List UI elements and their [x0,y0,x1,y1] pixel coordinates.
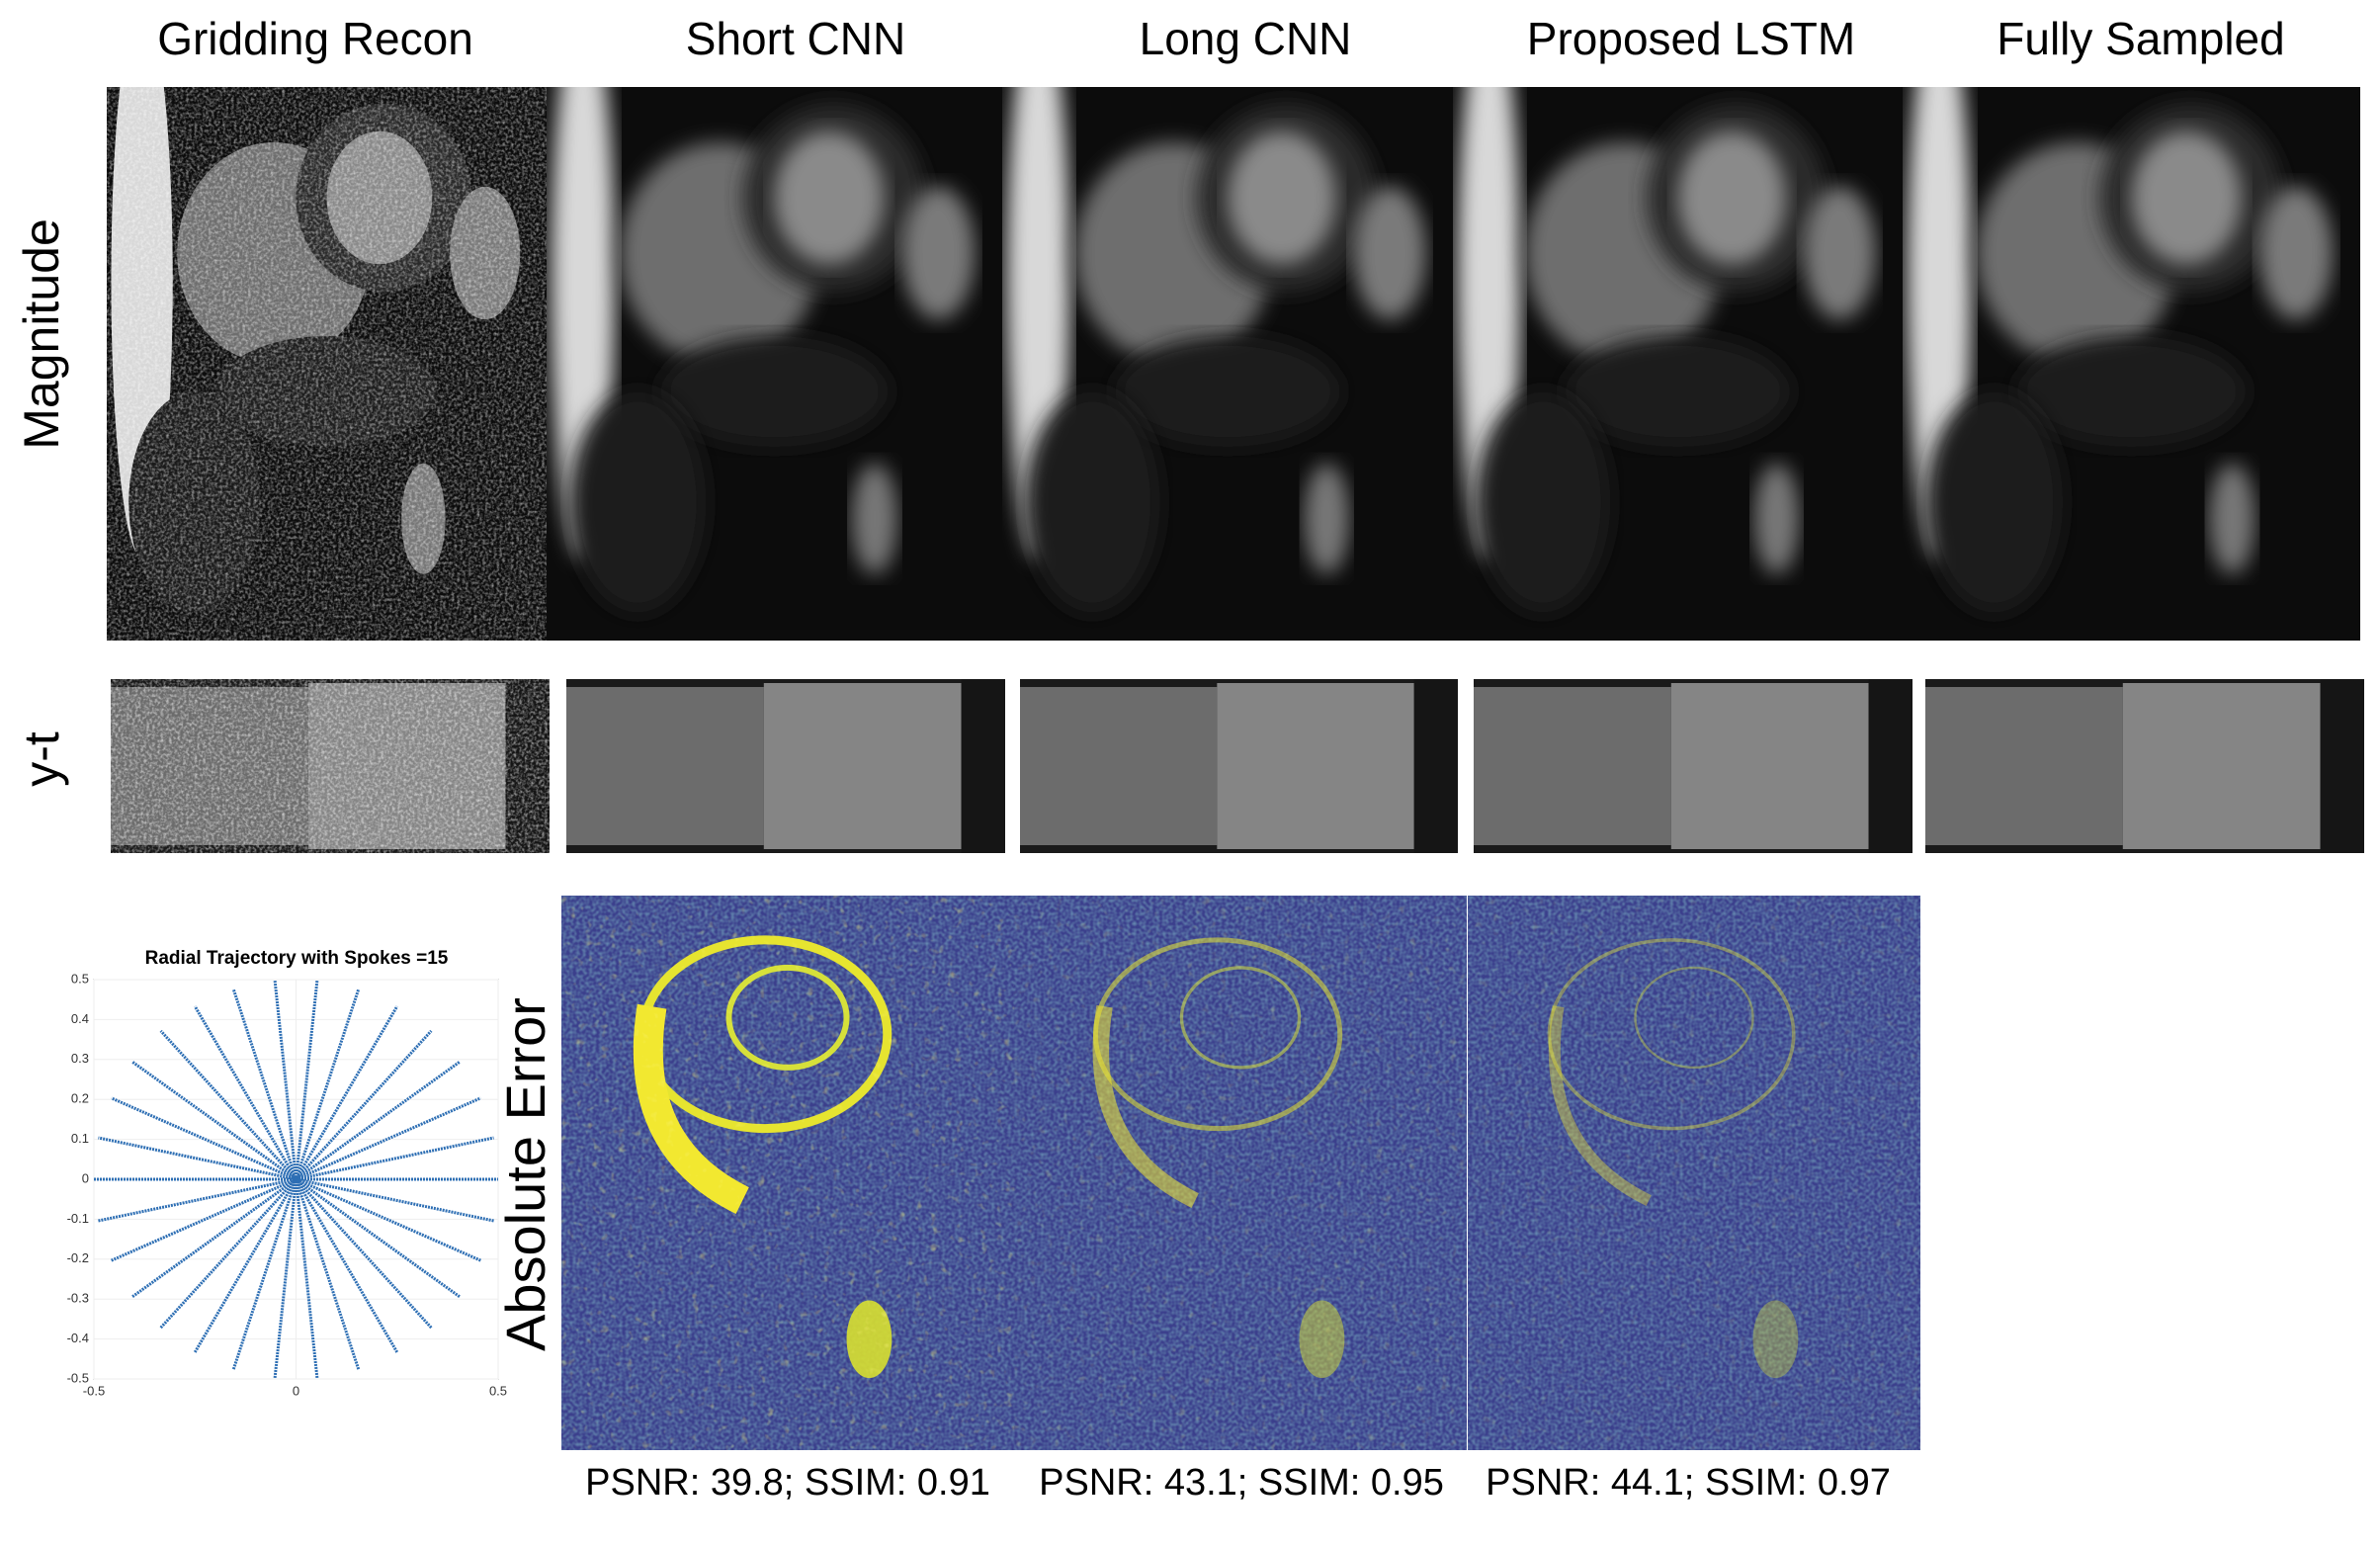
y-tick-label: 0.5 [71,971,89,986]
magnitude-image [107,87,547,641]
y-tick-label: 0.2 [71,1091,89,1106]
tissue [1115,336,1340,447]
image-panels [107,87,2364,1450]
column-title: Short CNN [686,13,905,64]
tissue [774,130,885,265]
spoke [159,1029,433,1330]
x-tick-label: 0 [293,1383,299,1398]
column-title: Gridding Recon [157,13,473,64]
magnitude-image [547,87,1002,641]
x-tick-label: 0.5 [489,1383,507,1398]
tissue [1925,391,2064,613]
yt-image [1020,679,1458,853]
image-content [1002,87,1453,641]
tissue [901,186,976,320]
image-content [107,87,547,641]
band [1868,679,1912,853]
metric-text: PSNR: 43.1; SSIM: 0.95 [1039,1462,1444,1504]
y-tick-label: 0.3 [71,1051,89,1066]
tissue [2259,186,2334,320]
magnitude-image [1903,87,2360,641]
band [1020,687,1218,845]
metric-text: PSNR: 39.8; SSIM: 0.91 [585,1462,990,1504]
yt-image [1925,679,2364,853]
band [763,683,962,849]
y-tick-label: 0.1 [71,1131,89,1146]
image-content [1903,87,2360,641]
noise [111,679,550,853]
y-tick-label: -0.1 [67,1211,89,1226]
y-tick-label: 0.4 [71,1011,89,1026]
band [961,679,1005,853]
tissue [2131,130,2242,265]
band [2122,683,2321,849]
row-label: Magnitude [14,218,69,450]
band [2320,679,2364,853]
tissue [1475,391,1611,613]
spoke [131,1061,461,1298]
y-tick-label: -0.2 [67,1250,89,1265]
tissue [1228,130,1336,265]
tissue [1353,186,1426,320]
y-tick-label: -0.3 [67,1291,89,1306]
tissue [1024,391,1160,613]
spoke [98,1136,494,1223]
noise [1468,896,1920,1450]
tissue [569,391,707,613]
column-title: Fully Sampled [1997,13,2284,64]
noise [1014,896,1467,1450]
spoke [131,1061,461,1298]
tissue [1565,336,1791,447]
image-content [547,87,1002,641]
tissue [1304,463,1350,574]
chart-title: Radial Trajectory with Spokes =15 [145,948,449,969]
tissue [1677,130,1786,265]
yt-image [1474,679,1912,853]
x-tick-label: -0.5 [83,1383,105,1398]
tissue [851,463,897,574]
metric-text: PSNR: 44.1; SSIM: 0.97 [1486,1462,1891,1504]
band [1217,683,1414,849]
y-tick-label: 0 [82,1170,89,1185]
band [1925,687,2123,845]
error-map [1468,896,1920,1450]
yt-image [566,679,1005,853]
tissue [2016,336,2247,447]
y-tick-label: -0.5 [67,1370,89,1385]
error-map [561,896,1014,1450]
band [1413,679,1458,853]
yt-image [111,679,550,853]
tissue [1803,186,1876,320]
band [1670,683,1869,849]
column-title: Long CNN [1140,13,1352,64]
tissue [2209,463,2255,574]
noise [107,87,547,641]
spoke [159,1029,433,1330]
error-map [1014,896,1467,1450]
band [566,687,764,845]
row-label: y-t [14,731,69,787]
noise [561,896,1014,1450]
tissue [1753,463,1800,574]
y-tick-label: -0.4 [67,1331,89,1345]
image-content [1453,87,1903,641]
tissue [660,336,889,447]
magnitude-image [1453,87,1903,641]
band [1474,687,1671,845]
column-title: Proposed LSTM [1527,13,1855,64]
row-label: Absolute Error [494,997,556,1351]
magnitude-image [1002,87,1453,641]
